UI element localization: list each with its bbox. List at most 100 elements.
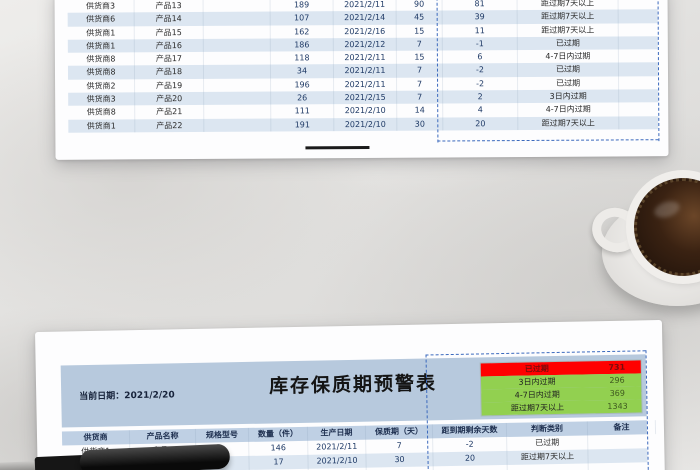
cell-spec: [203, 51, 271, 66]
thick-underline-mark: [305, 145, 370, 150]
cell-qty: 146: [249, 440, 309, 456]
cell-supplier: 供货商1: [67, 25, 135, 40]
cell-spec: [204, 91, 272, 106]
cell-date: 2021/2/14: [333, 11, 397, 25]
cell-product: 产品21: [135, 105, 205, 120]
cell-value: 369: [609, 388, 626, 398]
coffee-cup: [586, 168, 700, 308]
current-date: 当前日期：2021/2/20: [79, 387, 175, 402]
cell-note: [588, 434, 655, 449]
cell-supplier: 供货商8: [68, 105, 136, 120]
cell-date: 2021/2/11: [308, 439, 367, 455]
current-date-label: 当前日期：: [79, 391, 125, 403]
cell-category: 4-7日内过期: [517, 49, 619, 64]
cell-supplier: 供货商2: [68, 79, 136, 93]
cell-spec: [203, 65, 272, 79]
cell-product: 产品15: [134, 25, 204, 40]
cell-remain: 20: [443, 116, 519, 131]
cell-qty: 162: [270, 24, 334, 39]
cell-spec: [204, 78, 272, 93]
cell-remain: 81: [442, 0, 518, 11]
cell-shelf: [366, 466, 434, 470]
print-area-border-bottom: [437, 139, 659, 142]
page-title: 库存保质期预警表: [268, 372, 438, 398]
cell-date: 2021/2/11: [333, 50, 397, 65]
cell-category: [507, 463, 589, 470]
cell-supplier: 供货商8: [67, 65, 136, 80]
cell-category: 距过期7天以上: [507, 449, 589, 465]
category-legend: 已过期 731 3日内过期 296 4-7日内过期 369 距过期7天以上 1343: [480, 360, 642, 416]
cell-remain: 2: [443, 90, 519, 104]
cell-category: 距过期7天以上: [517, 0, 619, 11]
cell-spec: [204, 118, 272, 132]
top-table: 供货商3 产品13 189 2021/2/11 90 81 距过期7天以上 供货商6 产品14 1…: [67, 0, 659, 133]
cell-value: 296: [609, 375, 625, 385]
cell-supplier: 供货商3: [67, 0, 135, 14]
header-cell: 生产日期: [307, 425, 367, 441]
cell-category: 已过期: [517, 36, 619, 51]
cell-remain: 11: [442, 23, 518, 38]
cell-product: 产品16: [134, 38, 204, 53]
table-row: 供货商1 产品22 191 2021/2/10 30 20 距过期7天以上: [68, 115, 659, 133]
cell-date: 2021/2/11: [334, 77, 398, 92]
top-paper-sheet: 供货商3 产品13 189 2021/2/11 90 81 距过期7天以上 供货商6 产品14 1…: [54, 0, 669, 160]
cell-date: 2021/2/11: [333, 64, 398, 78]
cell-shelf: 7: [366, 438, 434, 454]
cell-product: 产品13: [134, 0, 204, 13]
cell-remain: -2: [433, 436, 508, 453]
cell-qty: 111: [271, 104, 335, 119]
cell-remain: -2: [443, 76, 519, 91]
cell-note: [589, 462, 656, 470]
cell-product: 产品20: [135, 92, 205, 106]
header-cell: 保质期（天）: [365, 424, 434, 440]
cell-category: 3日内过期: [518, 89, 620, 104]
header-cell: 距到期剩余天数: [432, 422, 508, 439]
header-cell: 规格型号: [195, 427, 250, 443]
cell-supplier: 供货商6: [67, 12, 135, 27]
cell-product: 产品17: [134, 52, 204, 66]
cell-product: 产品18: [134, 65, 205, 80]
cell-spec: [203, 11, 271, 26]
cell-supplier: 供货商1: [67, 39, 135, 53]
cell-product: 产品19: [135, 78, 205, 93]
cell-qty: 17: [249, 454, 309, 470]
current-date-value: 2021/2/20: [124, 390, 175, 402]
header-cell: 备注: [587, 420, 657, 436]
cell-category: 距过期7天以上: [518, 116, 620, 131]
cell-value: 1343: [607, 401, 628, 412]
cell-supplier: 供货商1: [68, 119, 136, 133]
cell-spec: [204, 104, 272, 119]
cell-shelf: 30: [366, 452, 434, 468]
cell-product: 产品22: [135, 118, 205, 133]
cell-remain: 39: [442, 10, 518, 25]
cell-note: [588, 448, 655, 463]
cell-category: 距过期7天以上: [517, 9, 619, 24]
cell-date: 2021/2/12: [333, 37, 397, 52]
cell-qty: 186: [270, 38, 334, 52]
cell-supplier: 供货商8: [67, 52, 135, 67]
cell-supplier: 供货商3: [68, 92, 136, 107]
cell-category: 已过期: [507, 435, 589, 451]
cell-label: 距过期7天以上: [510, 402, 565, 413]
cell-date: 2021/2/10: [334, 104, 398, 118]
cell-remain: [433, 464, 508, 470]
cell-date: 2021/2/10: [308, 453, 367, 469]
cell-remain: 6: [442, 50, 518, 64]
cell-category: 4-7日内过期: [518, 102, 620, 117]
cell-qty: 118: [270, 51, 334, 66]
cell-spec: [203, 38, 271, 53]
cell-remain: -2: [442, 63, 519, 78]
cell-spec: [203, 25, 271, 39]
header-cell: 产品名称: [129, 428, 197, 445]
cell-qty: 107: [270, 11, 334, 26]
cell-qty: 26: [271, 91, 335, 105]
cell-category: 距过期7天以上: [517, 23, 619, 37]
cell-remain: 4: [443, 103, 519, 118]
cell-qty: 34: [270, 64, 335, 79]
cell-date: 2021/2/15: [334, 90, 398, 105]
pen: [0, 442, 231, 470]
cell-date: 2021/2/11: [333, 0, 397, 12]
cell-remain: 20: [433, 450, 508, 467]
header-cell: 判断类别: [506, 421, 589, 437]
